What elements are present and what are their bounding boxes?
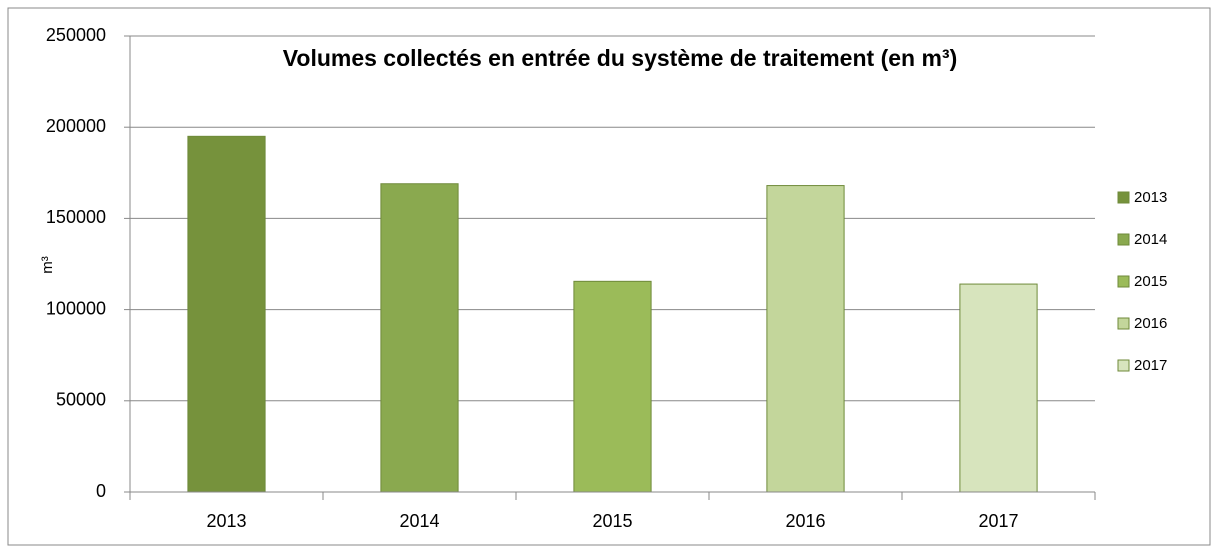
x-tick-label: 2016 — [785, 511, 825, 531]
legend-swatch — [1117, 317, 1130, 330]
x-tick-label: 2017 — [978, 511, 1018, 531]
y-tick-label: 100000 — [46, 298, 106, 318]
y-tick-label: 50000 — [56, 390, 106, 410]
y-tick-label: 250000 — [46, 25, 106, 45]
x-tick-label: 2015 — [592, 511, 632, 531]
legend-label: 2016 — [1134, 315, 1167, 332]
y-tick-label: 150000 — [46, 207, 106, 227]
bar — [959, 283, 1038, 493]
bar — [766, 185, 845, 493]
legend-swatch — [1117, 191, 1130, 204]
bar — [380, 183, 459, 493]
bar — [573, 280, 652, 493]
y-tick-label: 0 — [96, 481, 106, 501]
legend-swatch — [1117, 233, 1130, 246]
legend-label: 2014 — [1134, 231, 1167, 248]
bar — [187, 135, 266, 493]
x-tick-label: 2013 — [206, 511, 246, 531]
y-axis-label: m³ — [39, 256, 56, 274]
legend-label: 2013 — [1134, 189, 1167, 206]
y-tick-label: 200000 — [46, 116, 106, 136]
legend-label: 2017 — [1134, 357, 1167, 374]
chart-title: Volumes collectés en entrée du système d… — [283, 45, 957, 71]
legend-swatch — [1117, 275, 1130, 288]
x-tick-label: 2014 — [399, 511, 439, 531]
legend-swatch — [1117, 359, 1130, 372]
legend-label: 2015 — [1134, 273, 1167, 290]
